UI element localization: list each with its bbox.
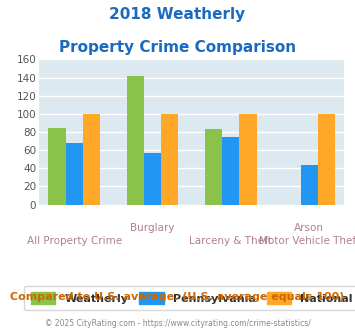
Bar	[161, 114, 179, 205]
Text: Motor Vehicle Theft: Motor Vehicle Theft	[258, 236, 355, 246]
Bar	[222, 137, 240, 205]
Text: All Property Crime: All Property Crime	[27, 236, 122, 246]
Text: Arson: Arson	[294, 223, 324, 233]
Bar	[240, 114, 257, 205]
Text: Burglary: Burglary	[130, 223, 175, 233]
Bar	[48, 128, 66, 205]
Bar	[83, 114, 100, 205]
Text: Compared to U.S. average. (U.S. average equals 100): Compared to U.S. average. (U.S. average …	[10, 292, 345, 302]
Bar	[301, 165, 318, 205]
Bar	[144, 153, 161, 205]
Bar	[127, 76, 144, 205]
Legend: Weatherly, Pennsylvania, National: Weatherly, Pennsylvania, National	[24, 286, 355, 311]
Bar	[318, 114, 335, 205]
Bar	[66, 143, 83, 205]
Text: Property Crime Comparison: Property Crime Comparison	[59, 40, 296, 54]
Bar	[205, 129, 222, 205]
Text: © 2025 CityRating.com - https://www.cityrating.com/crime-statistics/: © 2025 CityRating.com - https://www.city…	[45, 319, 310, 328]
Text: 2018 Weatherly: 2018 Weatherly	[109, 7, 246, 21]
Text: Larceny & Theft: Larceny & Theft	[190, 236, 272, 246]
